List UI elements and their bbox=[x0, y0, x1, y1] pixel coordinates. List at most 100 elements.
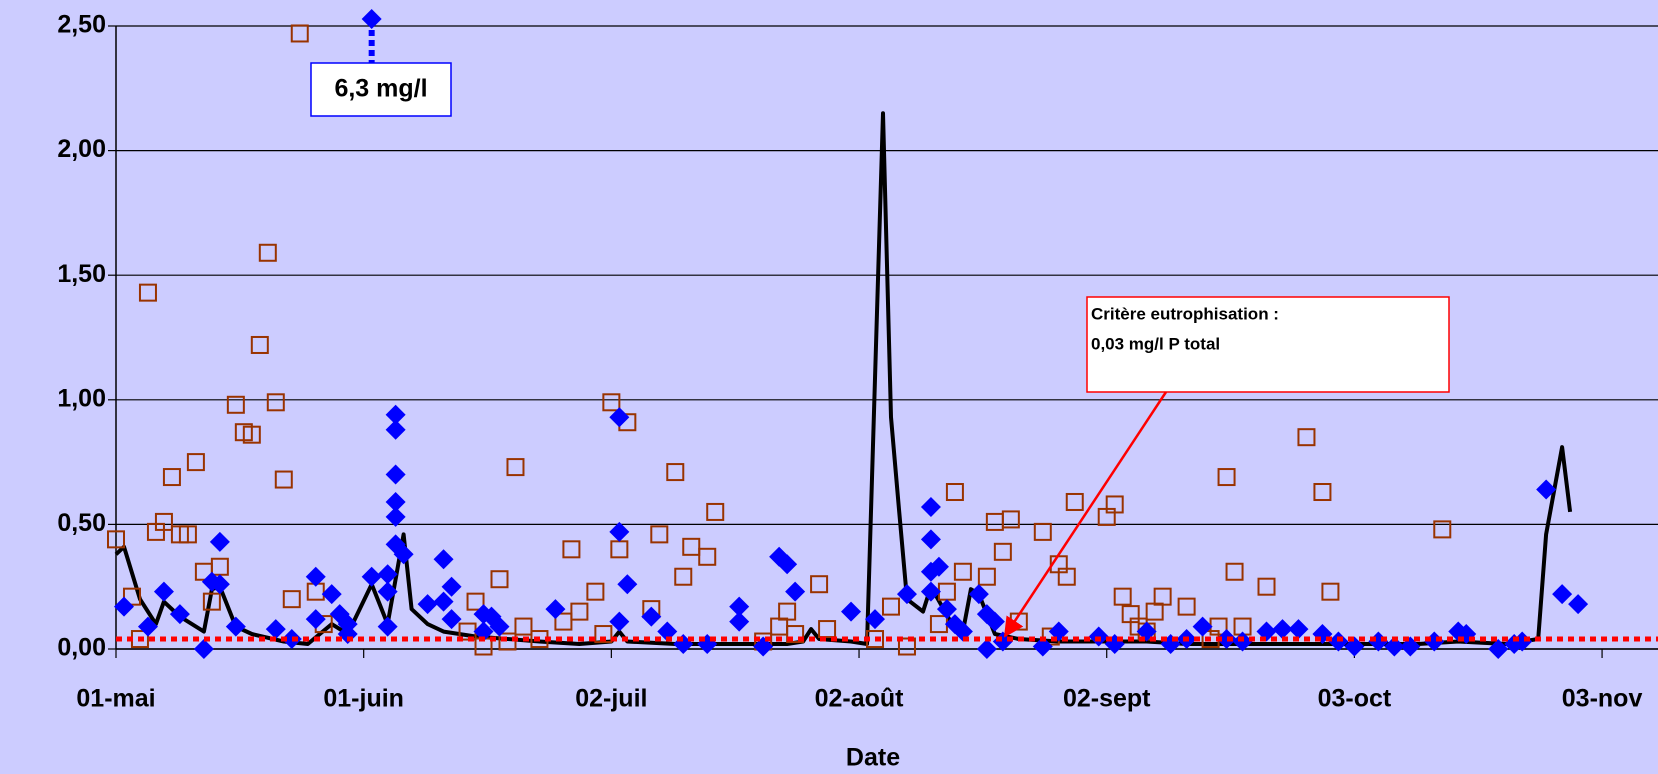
diamond-point bbox=[1424, 631, 1445, 652]
square-point bbox=[1113, 587, 1132, 606]
square-point bbox=[929, 615, 948, 634]
square-point bbox=[562, 540, 581, 559]
square-point bbox=[290, 24, 309, 43]
square-point bbox=[242, 425, 261, 444]
square-point bbox=[985, 512, 1004, 531]
square-point bbox=[610, 540, 629, 559]
diamond-point bbox=[393, 544, 414, 565]
diamond-point bbox=[169, 604, 190, 625]
square-point bbox=[1297, 428, 1316, 447]
square-point bbox=[1433, 520, 1452, 539]
diamond-point bbox=[1192, 616, 1213, 637]
diamond-point bbox=[337, 614, 358, 635]
square-point bbox=[226, 395, 245, 414]
diamond-point bbox=[441, 576, 462, 597]
diamond-point bbox=[1488, 639, 1509, 659]
square-point bbox=[202, 592, 221, 611]
diamond-point bbox=[433, 591, 454, 612]
diamond-point bbox=[265, 619, 286, 640]
square-point bbox=[1001, 510, 1020, 529]
square-point bbox=[1177, 597, 1196, 616]
square-point bbox=[570, 602, 589, 621]
diamond-point bbox=[1568, 594, 1589, 615]
diamond-point bbox=[729, 611, 750, 632]
diamond-point bbox=[1216, 629, 1237, 650]
diamond-point bbox=[777, 554, 798, 575]
x-tick-label: 02-juil bbox=[575, 685, 647, 713]
x-tick-label: 02-août bbox=[815, 685, 905, 713]
square-point bbox=[897, 637, 916, 656]
diamond-point bbox=[729, 596, 750, 617]
diamond-point bbox=[657, 621, 678, 642]
diamond-point bbox=[153, 581, 174, 602]
square-point bbox=[786, 625, 805, 644]
diamond-point bbox=[377, 581, 398, 602]
square-point bbox=[1321, 582, 1340, 601]
diamond-point bbox=[433, 549, 454, 570]
y-tick-label: 2,50 bbox=[57, 11, 106, 39]
diamond-point bbox=[1032, 636, 1053, 657]
diamond-point bbox=[385, 464, 406, 485]
y-tick-label: 0,50 bbox=[57, 509, 106, 537]
annotation-text: 6,3 mg/l bbox=[334, 75, 427, 103]
diamond-point bbox=[545, 599, 566, 620]
square-point bbox=[1313, 483, 1332, 502]
diamond-point bbox=[920, 581, 941, 602]
square-point bbox=[937, 582, 956, 601]
square-point bbox=[1057, 567, 1076, 586]
diamond-point bbox=[473, 621, 494, 642]
diamond-point bbox=[377, 564, 398, 585]
square-point bbox=[977, 567, 996, 586]
diamond-point bbox=[193, 639, 214, 659]
square-point bbox=[945, 483, 964, 502]
diamond-point bbox=[441, 609, 462, 630]
square-point bbox=[258, 243, 277, 262]
diamond-point bbox=[984, 611, 1005, 632]
diamond-point bbox=[1536, 479, 1557, 500]
diamond-point bbox=[609, 611, 630, 632]
x-axis-title: Date bbox=[846, 744, 900, 772]
square-point bbox=[274, 470, 293, 489]
square-point bbox=[514, 617, 533, 636]
square-point bbox=[1033, 522, 1052, 541]
square-point bbox=[210, 557, 229, 576]
annotation-box bbox=[1086, 296, 1450, 393]
diamond-point bbox=[321, 584, 342, 605]
y-tick-label: 0,00 bbox=[57, 634, 106, 662]
y-tick-label: 2,00 bbox=[57, 135, 106, 163]
diamond-point bbox=[896, 584, 917, 605]
square-point bbox=[706, 502, 725, 521]
square-point bbox=[586, 582, 605, 601]
diamond-point bbox=[361, 566, 382, 587]
annotation-box bbox=[310, 62, 452, 117]
square-point bbox=[602, 393, 621, 412]
square-point bbox=[674, 567, 693, 586]
x-tick-label: 03-nov bbox=[1562, 685, 1643, 713]
square-point bbox=[1065, 492, 1084, 511]
square-point bbox=[506, 458, 525, 477]
diamond-point bbox=[865, 609, 886, 630]
square-point bbox=[770, 617, 789, 636]
square-point bbox=[881, 597, 900, 616]
square-point bbox=[282, 590, 301, 609]
diamond-point bbox=[920, 496, 941, 517]
square-point bbox=[810, 575, 829, 594]
diamond-point bbox=[928, 556, 949, 577]
diamond-point bbox=[209, 574, 230, 595]
square-point bbox=[1145, 602, 1164, 621]
diamond-point bbox=[785, 581, 806, 602]
diamond-point bbox=[377, 616, 398, 637]
diamond-point bbox=[609, 407, 630, 428]
square-point bbox=[1257, 577, 1276, 596]
square-point bbox=[250, 335, 269, 354]
square-point bbox=[594, 625, 613, 644]
square-point bbox=[490, 570, 509, 589]
annotation-text: 0,03 mg/l P total bbox=[1091, 334, 1220, 353]
diamond-point bbox=[305, 566, 326, 587]
diamond-point bbox=[1384, 636, 1405, 657]
diamond-point bbox=[1272, 619, 1293, 640]
square-point bbox=[107, 530, 125, 549]
square-point bbox=[698, 547, 717, 566]
square-point bbox=[818, 620, 837, 639]
square-point bbox=[778, 602, 797, 621]
